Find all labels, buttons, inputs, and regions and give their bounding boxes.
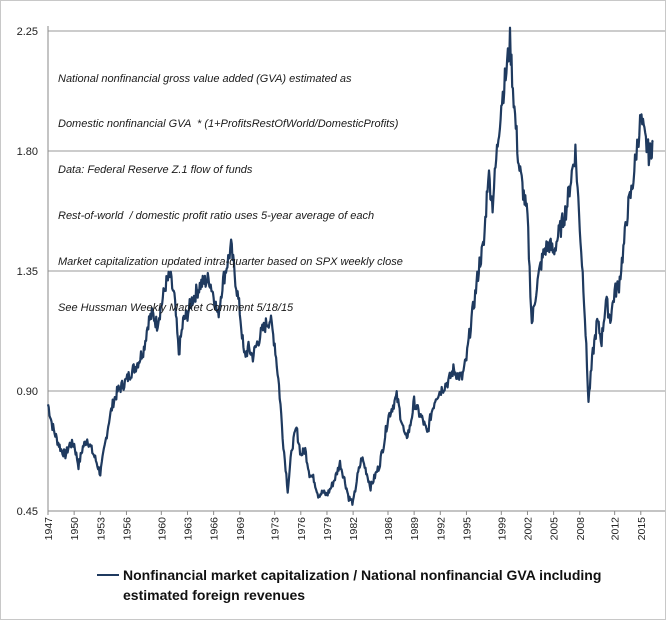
- x-tick-label: 2012: [610, 517, 622, 541]
- x-tick-label: 2015: [636, 517, 648, 541]
- legend-swatch: [97, 574, 119, 576]
- x-tick-label: 1969: [235, 517, 247, 541]
- x-tick-label: 1999: [496, 517, 508, 541]
- x-tick-label: 1986: [383, 517, 395, 541]
- y-tick-label: 2.25: [17, 26, 38, 38]
- annotation-block: National nonfinancial gross value added …: [58, 41, 403, 347]
- series-line: [46, 26, 654, 506]
- y-tick-label: 1.35: [17, 266, 38, 278]
- x-tick-label: 1956: [121, 517, 133, 541]
- y-tick-label: 0.90: [17, 386, 38, 398]
- x-tick-label: 1960: [156, 517, 168, 541]
- annotation-line: Market capitalization updated intra-quar…: [58, 256, 403, 269]
- x-tick-label: 1982: [348, 517, 360, 541]
- x-tick-label: 2008: [575, 517, 587, 541]
- x-tick-label: 1976: [296, 517, 308, 541]
- annotation-line: Rest-of-world / domestic profit ratio us…: [58, 210, 375, 223]
- legend-label: Nonfinancial market capitalization / Nat…: [123, 567, 602, 603]
- x-tick-label: 2005: [549, 517, 561, 541]
- annotation-line: Domestic nonfinancial GVA * (1+ProfitsRe…: [58, 118, 399, 131]
- x-tick-label: 1947: [43, 517, 55, 541]
- x-tick-label: 1992: [435, 517, 447, 541]
- y-tick-label: 1.80: [17, 146, 38, 158]
- x-tick-label: 1963: [182, 517, 194, 541]
- x-tick-label: 1979: [322, 517, 334, 541]
- x-tick-label: 1950: [69, 517, 81, 541]
- annotation-line: Data: Federal Reserve Z.1 flow of funds: [58, 164, 253, 177]
- x-tick-label: 1989: [409, 517, 421, 541]
- legend: Nonfinancial market capitalization / Nat…: [97, 565, 643, 605]
- y-tick-label: 0.45: [17, 506, 38, 518]
- x-tick-label: 2002: [522, 517, 534, 541]
- x-tick-label: 1953: [95, 517, 107, 541]
- annotation-line: National nonfinancial gross value added …: [58, 72, 352, 85]
- x-tick-label: 1995: [461, 517, 473, 541]
- x-tick-label: 1973: [270, 517, 282, 541]
- annotation-line: See Hussman Weekly Market Comment 5/18/1…: [58, 302, 294, 315]
- x-tick-label: 1966: [209, 517, 221, 541]
